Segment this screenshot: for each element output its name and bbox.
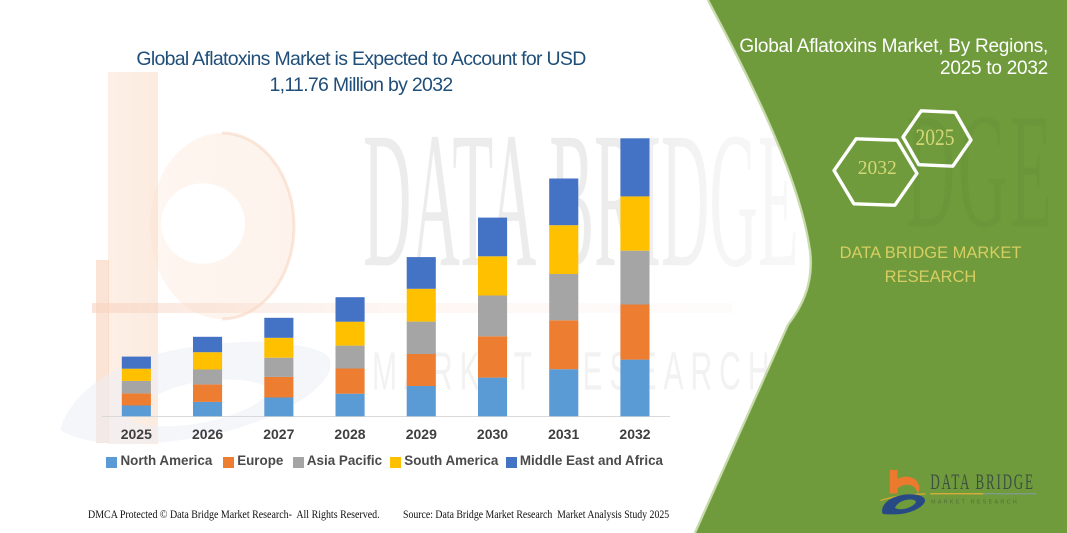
svg-text:MARKET RESEARCH: MARKET RESEARCH — [931, 500, 1019, 506]
svg-text:DATA BRIDGE: DATA BRIDGE — [930, 470, 1034, 494]
